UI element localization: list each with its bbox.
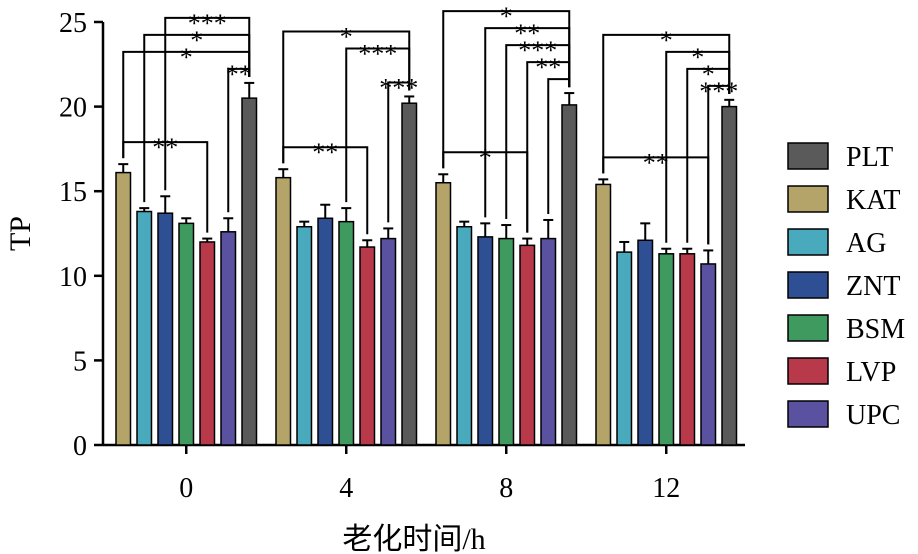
significance-bracket bbox=[547, 78, 571, 214]
bar bbox=[380, 237, 397, 446]
significance-bracket bbox=[227, 67, 251, 213]
significance-label: * bbox=[190, 26, 203, 55]
bar bbox=[136, 210, 153, 446]
legend-swatch bbox=[787, 142, 829, 170]
bar bbox=[241, 97, 258, 446]
x-axis-label: 老化时间/h bbox=[342, 523, 485, 554]
significance-bracket bbox=[164, 16, 251, 191]
bar bbox=[338, 220, 355, 446]
y-tick-label: 15 bbox=[59, 177, 87, 208]
bar bbox=[658, 253, 675, 446]
bar bbox=[456, 225, 473, 446]
significance-label: *** bbox=[188, 9, 227, 38]
significance-label: *** bbox=[518, 36, 557, 65]
legend-label: AG bbox=[846, 228, 886, 259]
legend-swatch bbox=[787, 271, 829, 299]
x-tick-label: 4 bbox=[339, 473, 353, 504]
legend-label: KAT bbox=[846, 185, 900, 216]
significance-label: * bbox=[500, 2, 513, 31]
significance-bracket bbox=[707, 84, 731, 245]
bar bbox=[359, 246, 376, 446]
bar bbox=[199, 241, 216, 446]
significance-label: * bbox=[340, 22, 353, 51]
significance-label: * bbox=[180, 43, 193, 72]
significance-label: ** bbox=[312, 138, 338, 167]
legend-label: LVP bbox=[846, 357, 896, 388]
bar bbox=[401, 102, 418, 446]
y-tick-label: 5 bbox=[73, 346, 87, 377]
bar bbox=[220, 231, 237, 446]
legend-label: BSM bbox=[846, 314, 905, 345]
significance-label: * bbox=[691, 43, 704, 72]
y-tick-label: 25 bbox=[59, 8, 87, 39]
significance-label: *** bbox=[358, 39, 397, 68]
bar bbox=[435, 181, 452, 446]
bar bbox=[595, 183, 612, 446]
significance-brackets: *********************************** bbox=[122, 2, 738, 245]
bar bbox=[115, 171, 132, 446]
bar bbox=[637, 239, 654, 446]
x-tick-label: 12 bbox=[652, 473, 680, 504]
significance-label: * bbox=[660, 26, 673, 55]
legend-swatch bbox=[787, 357, 829, 385]
bar bbox=[700, 263, 717, 446]
bar bbox=[519, 244, 536, 446]
error-bars bbox=[118, 81, 735, 264]
bar bbox=[296, 225, 313, 446]
legend-swatch bbox=[787, 314, 829, 342]
significance-label: * bbox=[702, 60, 715, 89]
bar bbox=[721, 105, 738, 446]
significance-label: ** bbox=[226, 60, 252, 89]
significance-bracket bbox=[686, 67, 731, 243]
bar bbox=[679, 253, 696, 446]
bar bbox=[540, 237, 557, 446]
legend-swatch bbox=[787, 400, 829, 428]
significance-label: ** bbox=[643, 148, 669, 177]
bar bbox=[178, 222, 195, 446]
legend: PLT KAT AG ZNT BSM LVP UPC bbox=[787, 142, 905, 431]
bar bbox=[317, 217, 334, 446]
legend-label: PLT bbox=[846, 142, 893, 173]
legend-label: ZNT bbox=[846, 271, 900, 302]
y-axis-label: TP bbox=[4, 216, 37, 251]
x-tick-label: 8 bbox=[499, 473, 513, 504]
y-tick-label: 20 bbox=[59, 93, 87, 124]
significance-label: *** bbox=[379, 73, 418, 102]
legend-swatch bbox=[787, 185, 829, 213]
y-tick-label: 0 bbox=[73, 431, 87, 462]
bar bbox=[275, 176, 292, 446]
bar bbox=[498, 237, 515, 446]
legend-swatch bbox=[787, 228, 829, 256]
bars bbox=[115, 97, 738, 446]
bar bbox=[616, 251, 633, 446]
significance-bracket bbox=[345, 47, 411, 203]
y-tick-label: 10 bbox=[59, 262, 87, 293]
significance-label: ** bbox=[514, 19, 540, 48]
bar bbox=[477, 236, 494, 446]
significance-bracket bbox=[387, 81, 411, 223]
legend-label: UPC bbox=[846, 400, 900, 431]
significance-bracket bbox=[526, 61, 571, 233]
significance-label: ** bbox=[535, 53, 561, 82]
bar bbox=[561, 104, 578, 446]
bar bbox=[157, 212, 174, 446]
x-tick-label: 0 bbox=[179, 473, 193, 504]
significance-label: *** bbox=[699, 77, 738, 106]
